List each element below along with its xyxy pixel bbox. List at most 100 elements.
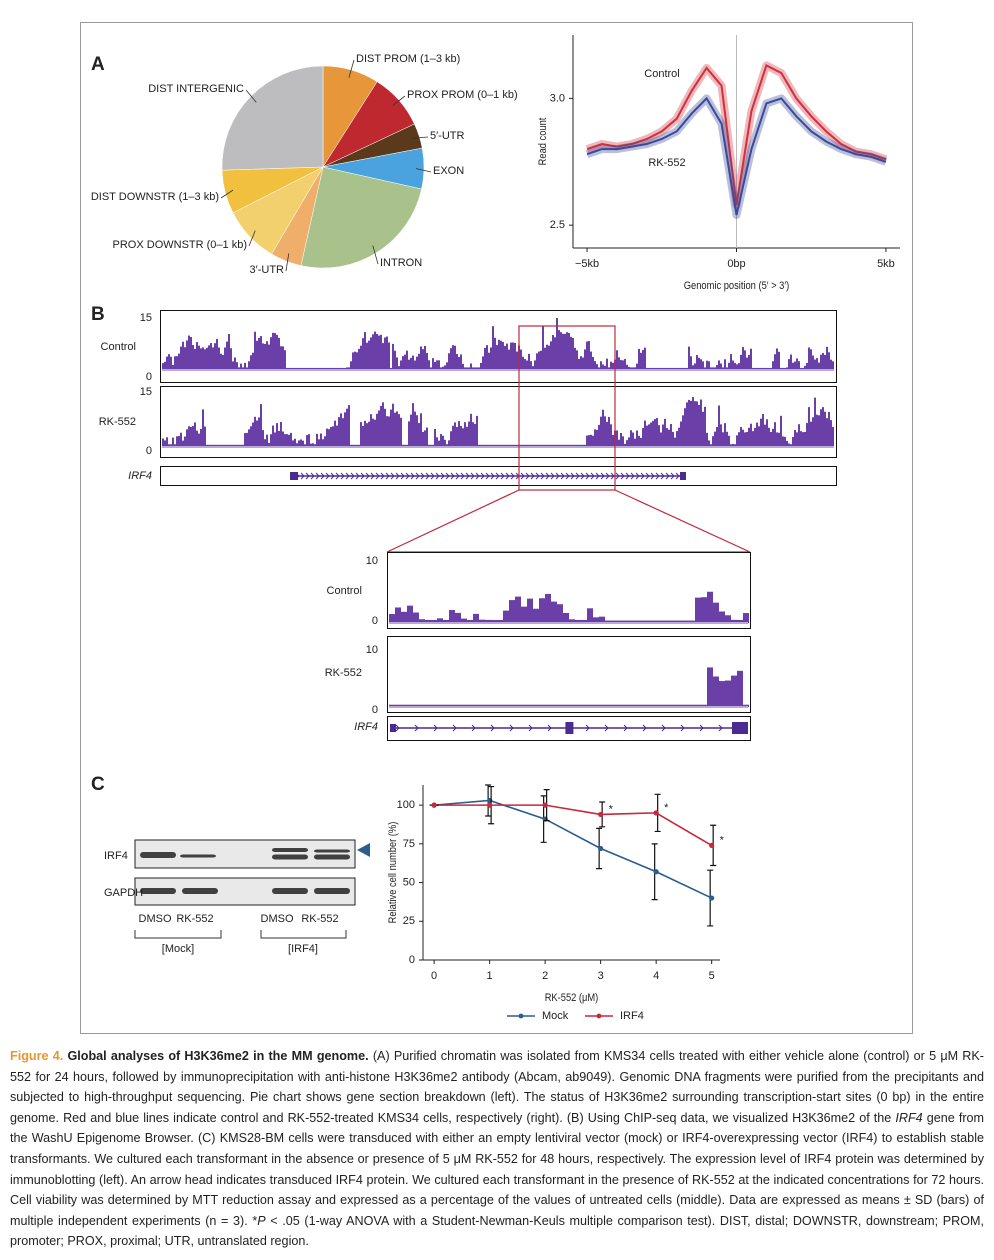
signal-bar <box>533 608 539 623</box>
signal-bar <box>770 432 772 447</box>
signal-bar <box>512 342 514 370</box>
signal-bar <box>660 367 662 370</box>
signal-bar <box>206 444 208 447</box>
signal-bar <box>794 429 796 447</box>
signal-bar <box>342 418 344 447</box>
signal-bar <box>414 360 416 370</box>
signal-bar <box>430 367 432 370</box>
gene-chevron <box>365 472 370 480</box>
blot-row-label: IRF4 <box>104 850 128 862</box>
signal-bar <box>444 365 446 370</box>
signal-bar <box>724 423 726 447</box>
signal-bar <box>242 444 244 447</box>
leader-line <box>285 253 290 272</box>
gene-chevron <box>305 472 310 480</box>
leader-line <box>411 136 429 139</box>
signal-bar <box>270 434 272 447</box>
gene-label: IRF4 <box>128 470 152 482</box>
signal-bar <box>644 420 646 447</box>
signal-bar <box>508 444 510 447</box>
signal-bar <box>395 607 401 623</box>
signal-bar <box>202 409 204 447</box>
signal-bar <box>190 426 192 447</box>
signal-bar <box>503 610 509 623</box>
signal-bar <box>638 435 640 447</box>
signal-bar <box>620 432 622 447</box>
leader-line <box>348 59 355 78</box>
signal-bar <box>344 412 346 447</box>
legend-dot <box>518 1013 524 1019</box>
signal-bar <box>424 430 426 447</box>
signal-bar <box>306 367 308 370</box>
signal-bar <box>248 429 250 447</box>
series-label: RK-552 <box>648 157 685 169</box>
signal-bar <box>164 361 166 370</box>
signal-bar <box>426 427 428 447</box>
signal-bar <box>324 367 326 370</box>
signal-bar <box>772 361 774 370</box>
signal-bar <box>468 421 470 447</box>
signal-bar <box>738 363 740 370</box>
signal-bar <box>166 437 168 447</box>
caption-text: < .05 (1-way ANOVA with a Student-Newman… <box>10 1213 985 1249</box>
signal-bar <box>360 345 362 370</box>
signal-bar <box>726 431 728 447</box>
signal-bar <box>776 432 778 447</box>
signal-bar <box>366 342 368 370</box>
signal-bar <box>546 444 548 447</box>
signal-bar <box>492 444 494 447</box>
gene-chevron <box>590 472 595 480</box>
figure: A B C DIST PROM (1–3 kb) PROX PROM (0–1 k… <box>80 22 913 1034</box>
signal-bar <box>774 422 776 447</box>
signal-bar <box>666 428 668 447</box>
gene-chevron <box>433 724 438 732</box>
gene-chevron <box>435 472 440 480</box>
signal-bar <box>538 351 540 370</box>
signal-bar <box>760 418 762 447</box>
signal-bar <box>485 619 491 623</box>
signal-bar <box>610 361 612 370</box>
signal-bar <box>672 431 674 447</box>
x-axis-label: Genomic position (5′ > 3′) <box>684 280 789 292</box>
signal-bar <box>218 444 220 447</box>
signal-bar <box>660 432 662 447</box>
signal-bar <box>286 367 288 370</box>
series-line <box>434 804 713 847</box>
signal-bar <box>264 439 266 447</box>
gene-chevron <box>580 472 585 480</box>
signal-bar <box>830 359 832 370</box>
lane-label: DMSO <box>139 913 172 925</box>
signal-bar <box>394 412 396 447</box>
signal-bar <box>772 428 774 447</box>
slice-label: DIST DOWNSTR (1–3 kb) <box>91 191 219 203</box>
leader-line <box>245 89 257 103</box>
track-frame <box>160 386 837 458</box>
signal-bar <box>694 401 696 447</box>
signal-bar <box>653 704 659 707</box>
slice-label: DIST INTERGENIC <box>148 83 244 95</box>
slice-label: PROX DOWNSTR (0–1 kb) <box>113 239 247 251</box>
gene-chevron <box>390 472 395 480</box>
signal-bar <box>224 444 226 447</box>
signal-bar <box>182 440 184 447</box>
signal-bar <box>425 704 431 707</box>
signal-bar <box>186 429 188 447</box>
signal-bar <box>176 356 178 370</box>
signal-bar <box>780 367 782 370</box>
signal-bar <box>782 367 784 370</box>
signal-bar <box>246 432 248 447</box>
signal-bar <box>624 443 626 447</box>
signal-bar <box>376 333 378 370</box>
x-tick-label: 0bp <box>727 258 745 270</box>
signal-bar <box>358 348 360 370</box>
signal-bar <box>520 444 522 447</box>
signal-bar <box>446 362 448 370</box>
track-frame <box>160 466 837 486</box>
signal-bar <box>737 670 743 707</box>
signal-bar <box>788 443 790 447</box>
signal-bar <box>604 416 606 447</box>
signal-bar <box>534 444 536 447</box>
signal-bar <box>178 435 180 447</box>
caption-italic: P <box>257 1213 266 1228</box>
signal-bar <box>806 362 808 370</box>
